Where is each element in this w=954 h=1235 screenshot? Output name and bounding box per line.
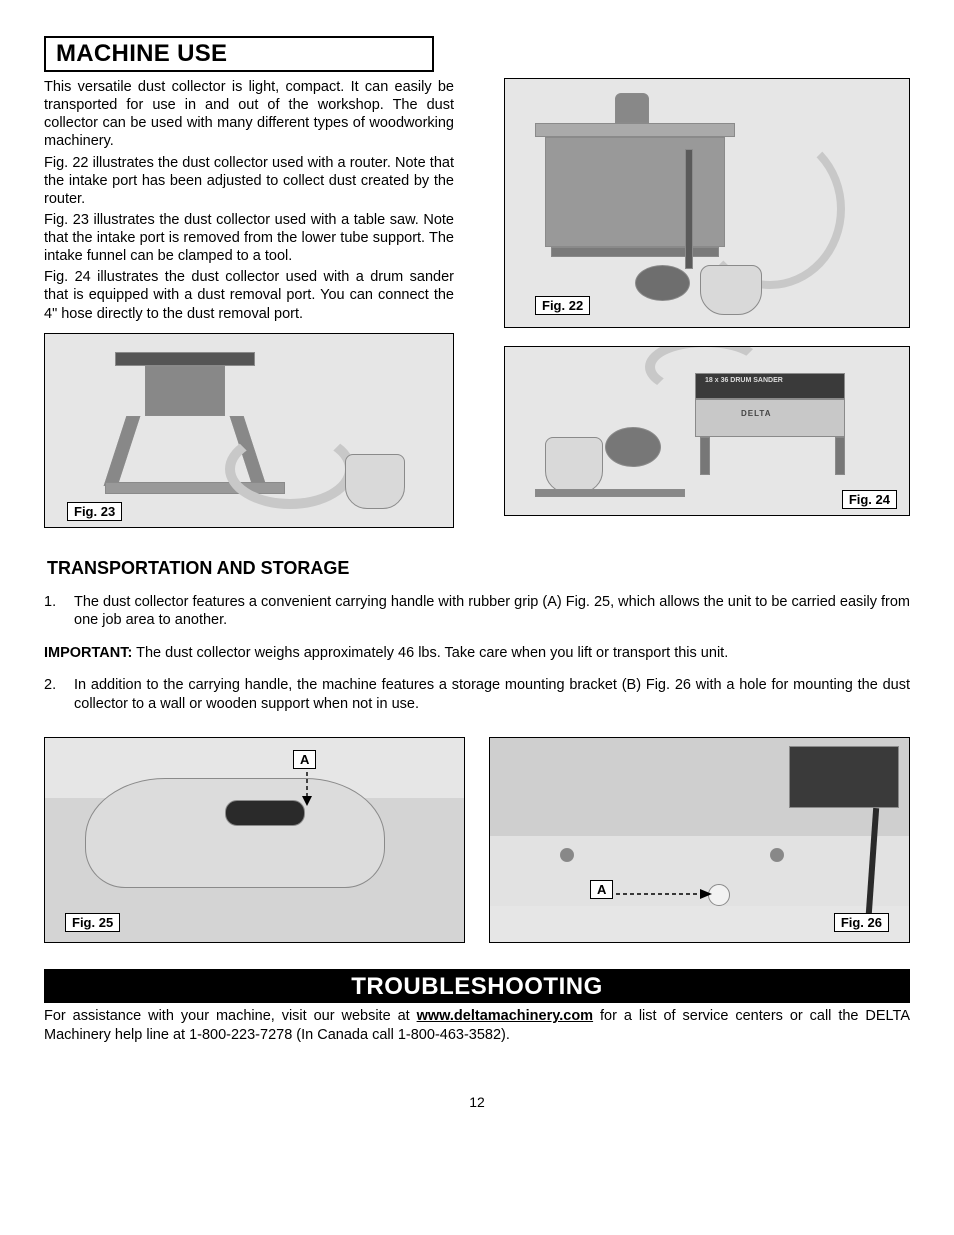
figure-22: Fig. 22 <box>504 78 910 328</box>
figure-26: A Fig. 26 <box>489 737 910 943</box>
machine-use-heading: MACHINE USE <box>56 40 422 68</box>
arrow-icon <box>301 772 313 806</box>
important-label: IMPORTANT: <box>44 645 132 661</box>
transport-item-2: In addition to the carrying handle, the … <box>44 676 910 713</box>
transport-list-2: In addition to the carrying handle, the … <box>44 676 910 713</box>
delta-link[interactable]: www.deltamachinery.com <box>417 1008 593 1024</box>
fig-25-label: Fig. 25 <box>65 913 120 932</box>
figure-25: A Fig. 25 <box>44 737 465 943</box>
fig26-letter-a: A <box>590 880 613 899</box>
important-text: The dust collector weighs approximately … <box>132 645 728 661</box>
machine-use-p2: Fig. 22 illustrates the dust collector u… <box>44 154 454 208</box>
fig-26-label: Fig. 26 <box>834 913 889 932</box>
fig-24-label: Fig. 24 <box>842 490 897 509</box>
machine-use-p4: Fig. 24 illustrates the dust collector u… <box>44 268 454 322</box>
troubleshoot-text: For assistance with your machine, visit … <box>44 1007 910 1044</box>
page-number: 12 <box>44 1094 910 1110</box>
section-title-machine-use: MACHINE USE <box>44 36 434 72</box>
fig25-letter-a: A <box>293 750 316 769</box>
transport-item-1: The dust collector features a convenient… <box>44 593 910 630</box>
machine-use-p1: This versatile dust collector is light, … <box>44 78 454 151</box>
important-line: IMPORTANT: The dust collector weighs app… <box>44 644 910 663</box>
fig-23-label: Fig. 23 <box>67 502 122 521</box>
figure-24: 18 x 36 DRUM SANDER DELTA Fig. 24 <box>504 346 910 516</box>
machine-use-p3: Fig. 23 illustrates the dust collector u… <box>44 211 454 265</box>
transport-heading: TRANSPORTATION AND STORAGE <box>47 558 910 579</box>
left-column: This versatile dust collector is light, … <box>44 78 454 528</box>
right-column: Fig. 22 18 x 36 DRUM SANDER DELTA Fig. 2… <box>504 78 910 528</box>
fig-22-label: Fig. 22 <box>535 296 590 315</box>
figure-23: Fig. 23 <box>44 333 454 528</box>
trouble-pre: For assistance with your machine, visit … <box>44 1008 417 1024</box>
delta-brand-label: DELTA <box>741 409 771 418</box>
transport-list: The dust collector features a convenient… <box>44 593 910 630</box>
top-row: This versatile dust collector is light, … <box>44 78 910 528</box>
bottom-figures: A Fig. 25 A Fig. 26 <box>44 737 910 943</box>
troubleshooting-banner: TROUBLESHOOTING <box>44 969 910 1003</box>
arrow-icon <box>616 888 712 900</box>
